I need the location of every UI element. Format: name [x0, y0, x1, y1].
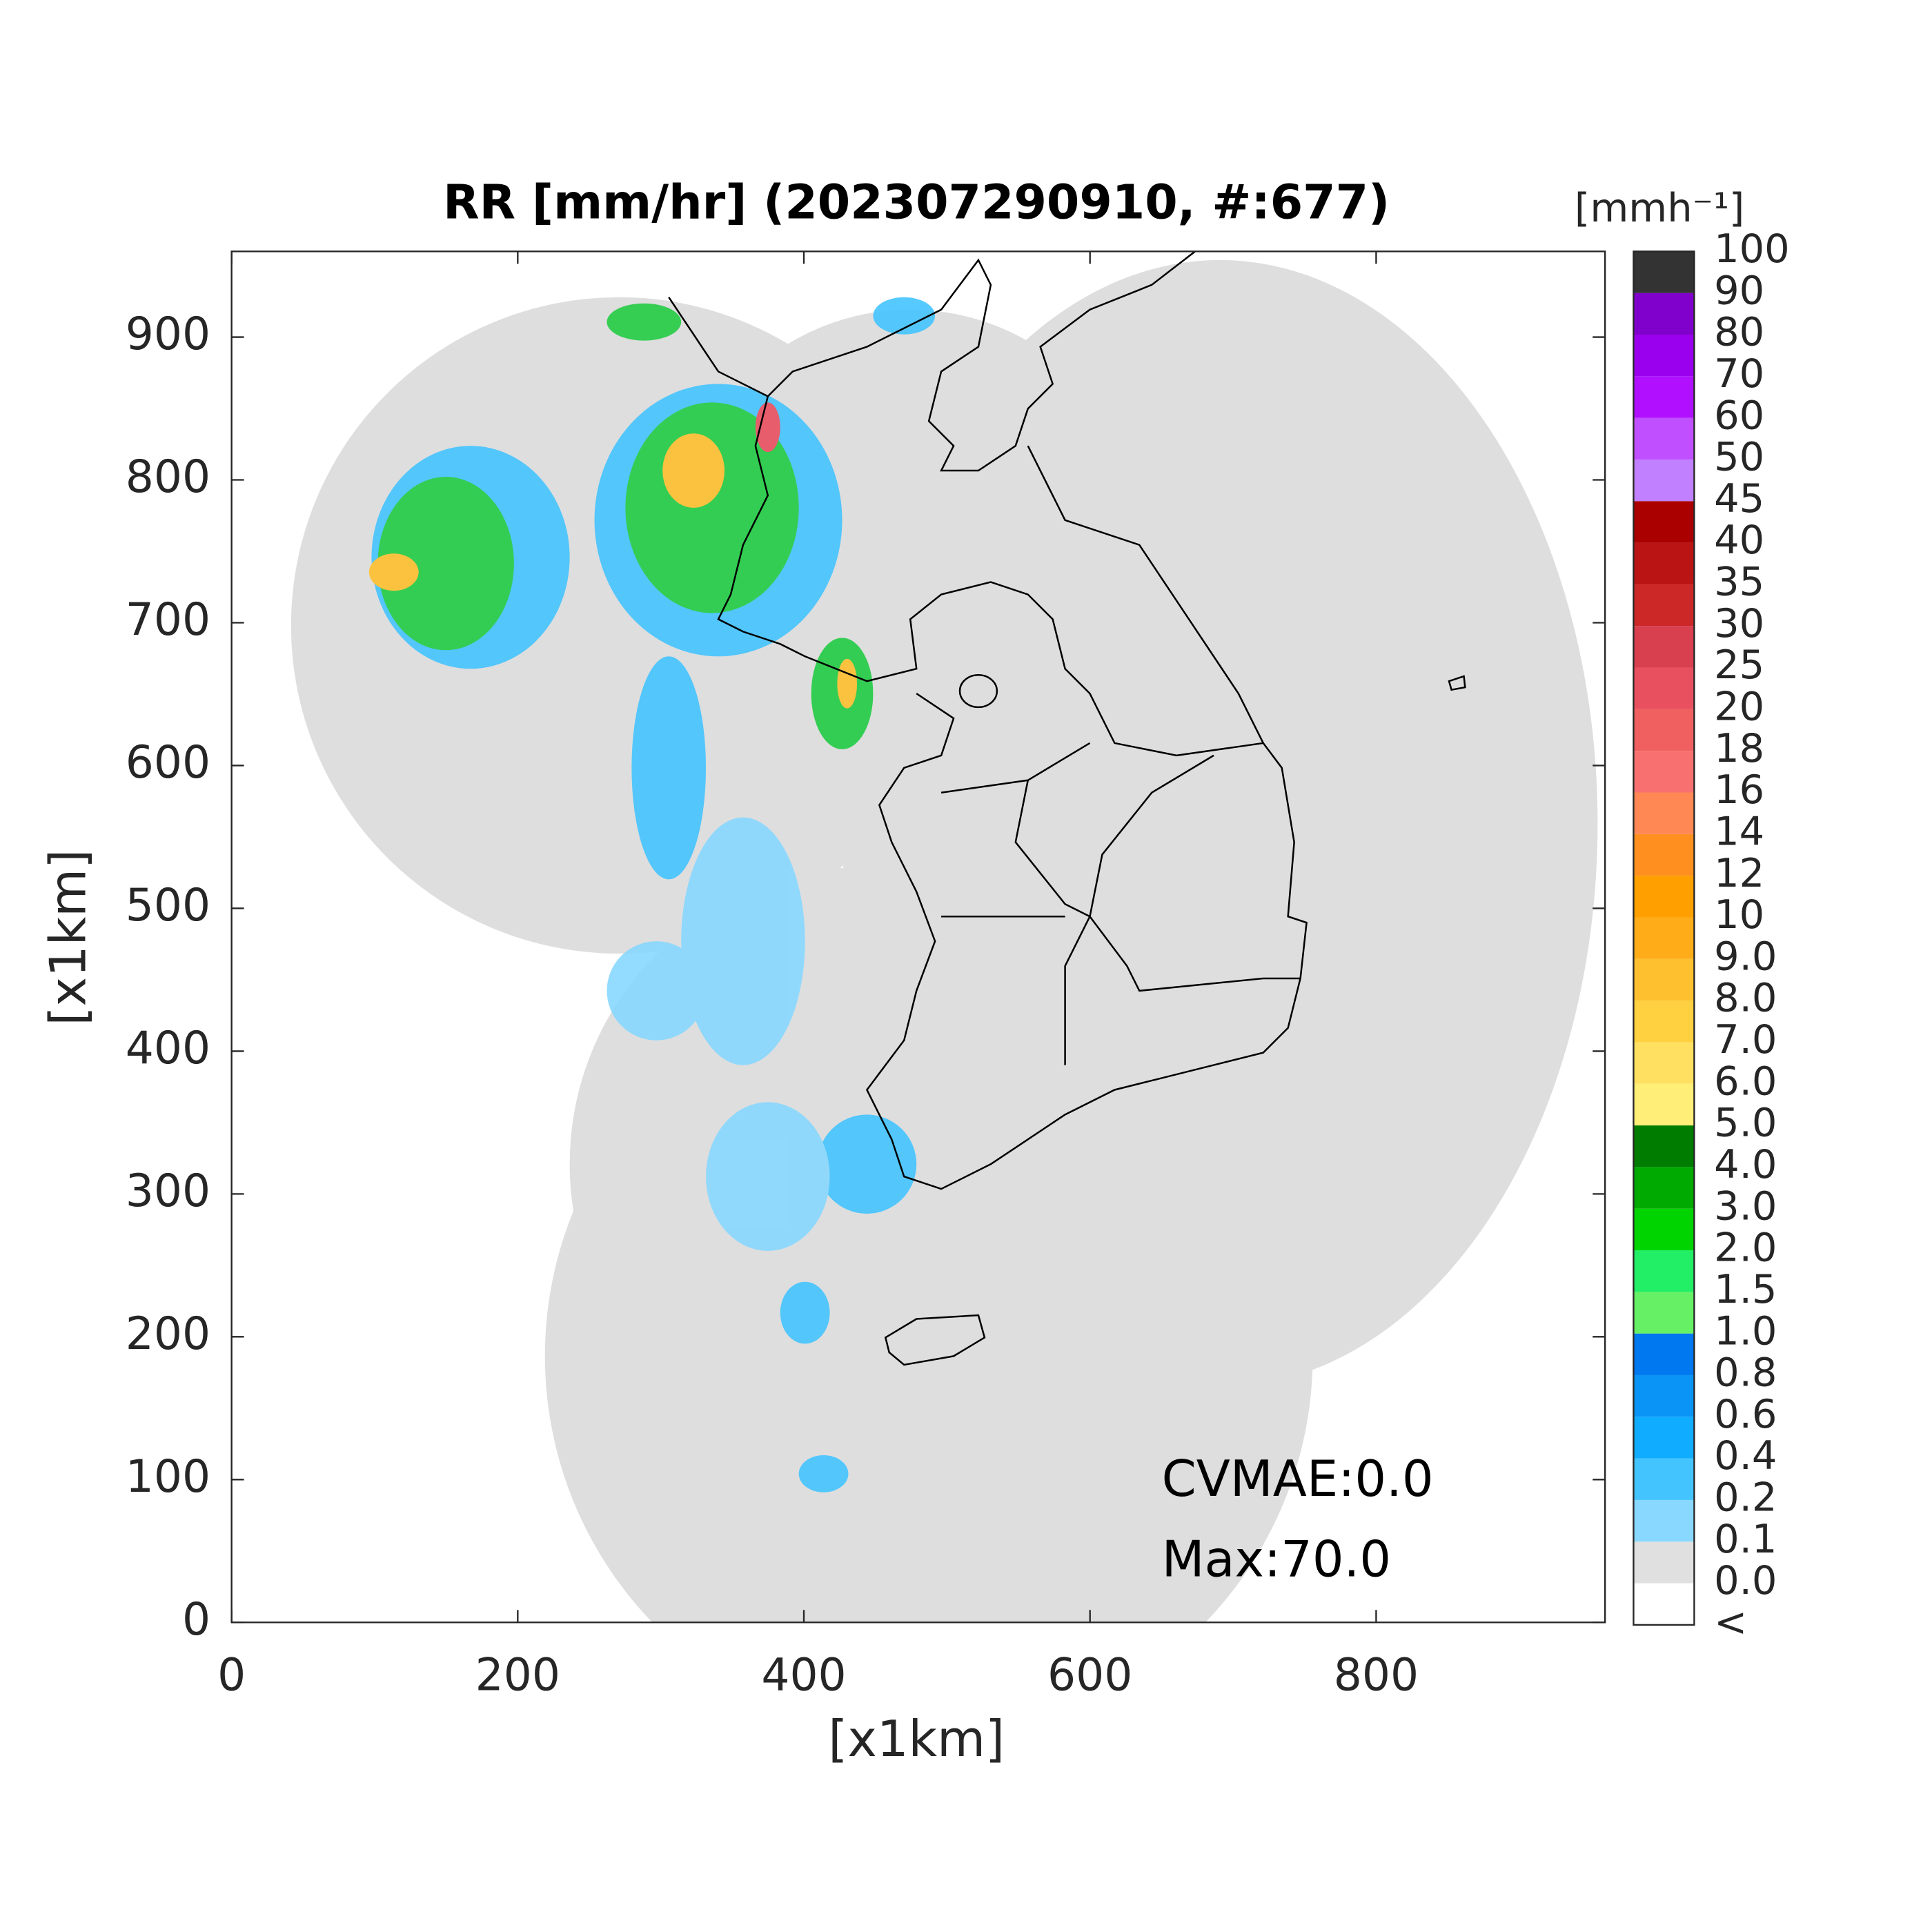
y-tick-label: 600 [126, 737, 210, 789]
colorbar-box [1633, 792, 1695, 834]
colorbar-box [1633, 709, 1695, 751]
colorbar-label: 4.0 [1714, 1141, 1777, 1187]
colorbar-box [1633, 293, 1695, 335]
y-tick-label: 900 [126, 308, 210, 360]
colorbar-box [1633, 542, 1695, 584]
colorbar-box [1633, 1374, 1695, 1417]
colorbar-label: 9.0 [1714, 933, 1777, 979]
colorbar-box [1633, 501, 1695, 543]
colorbar-label: 25 [1714, 642, 1764, 688]
colorbar-unit: [mmh⁻¹] [1575, 185, 1744, 231]
plot-frame [230, 250, 1606, 1624]
colorbar-label: 0.6 [1714, 1391, 1777, 1437]
colorbar-box [1633, 1541, 1695, 1584]
colorbar-label: 12 [1714, 850, 1764, 896]
x-tick-label: 0 [217, 1650, 246, 1702]
x-tick-label: 800 [1334, 1650, 1419, 1702]
colorbar-label: 3.0 [1714, 1183, 1777, 1229]
colorbar-label: 0.0 [1714, 1557, 1777, 1604]
x-tick-label: 600 [1047, 1650, 1132, 1702]
colorbar-box [1633, 251, 1695, 293]
colorbar-box [1633, 1167, 1695, 1209]
annotation: CVMAE:0.0 [1162, 1450, 1434, 1508]
colorbar-label: 100 [1714, 226, 1790, 272]
colorbar-box [1633, 1333, 1695, 1375]
colorbar-box [1633, 1083, 1695, 1126]
y-tick-label: 200 [126, 1308, 210, 1360]
colorbar-label: 40 [1714, 517, 1764, 563]
colorbar-label: 0.2 [1714, 1475, 1777, 1521]
colorbar-label: 30 [1714, 600, 1764, 647]
title: RR [mm/hr] (202307290910, #:677) [443, 175, 1390, 230]
colorbar-label: 18 [1714, 725, 1764, 771]
colorbar-label: 14 [1714, 808, 1764, 854]
y-tick-label: 100 [126, 1451, 210, 1503]
colorbar-box [1633, 417, 1695, 460]
colorbar-label: 2.0 [1714, 1225, 1777, 1271]
colorbar-label: 90 [1714, 267, 1764, 313]
y-tick-label: 0 [182, 1594, 210, 1646]
colorbar-label: 5.0 [1714, 1100, 1777, 1146]
colorbar-box [1633, 751, 1695, 793]
axes: 0 200 400 600 800 0 100 200 300 400 500 600 700 800 90… [126, 251, 1606, 1702]
colorbar-box [1633, 876, 1695, 918]
colorbar-box [1633, 626, 1695, 668]
rain-echo [368, 297, 936, 1492]
colorbar-label: 0.4 [1714, 1432, 1777, 1479]
colorbar-label: 7.0 [1714, 1016, 1777, 1063]
x-tick-label: 200 [475, 1650, 560, 1702]
colorbar-box [1633, 1458, 1695, 1500]
colorbar-box [1633, 1583, 1695, 1625]
annotation: Max:70.0 [1162, 1530, 1391, 1588]
y-tick-label: 700 [126, 594, 210, 646]
colorbar-label: 50 [1714, 434, 1764, 480]
colorbar-label: 0.1 [1714, 1516, 1777, 1562]
colorbar-label: 70 [1714, 351, 1764, 397]
colorbar-box [1633, 1042, 1695, 1084]
colorbar-box [1633, 1417, 1695, 1459]
colorbar: <0.00.10.20.40.60.81.01.52.03.04.05.06.0… [1633, 226, 1790, 1645]
colorbar-label: 1.0 [1714, 1308, 1777, 1354]
coastline [668, 251, 1466, 1366]
colorbar-box [1633, 1250, 1695, 1292]
y-tick-label: 800 [126, 451, 210, 503]
x-axis-label: [x1km] [828, 1710, 1005, 1768]
radar-map [290, 251, 1598, 1623]
colorbar-frame [1633, 250, 1695, 1626]
y-axis-label: [x1km] [39, 849, 97, 1026]
colorbar-label: 45 [1714, 475, 1764, 522]
colorbar-box [1633, 1499, 1695, 1542]
colorbar-box [1633, 834, 1695, 876]
colorbar-box [1633, 1125, 1695, 1167]
colorbar-box [1633, 1292, 1695, 1334]
colorbar-box [1633, 917, 1695, 959]
colorbar-box [1633, 376, 1695, 418]
colorbar-label: 8.0 [1714, 975, 1777, 1021]
x-tick-label: 400 [761, 1650, 846, 1702]
colorbar-box [1633, 334, 1695, 377]
colorbar-label: 60 [1714, 392, 1764, 438]
y-tick-label: 300 [126, 1165, 210, 1217]
colorbar-box [1633, 1000, 1695, 1043]
y-tick-label: 400 [126, 1023, 210, 1074]
colorbar-box [1633, 1208, 1695, 1251]
colorbar-label: 35 [1714, 559, 1764, 605]
colorbar-box [1633, 459, 1695, 502]
y-tick-label: 500 [126, 880, 210, 931]
colorbar-label: 1.5 [1714, 1266, 1777, 1312]
colorbar-box [1633, 958, 1695, 1001]
colorbar-label: 6.0 [1714, 1058, 1777, 1104]
colorbar-label: 16 [1714, 767, 1764, 813]
colorbar-label: < [1714, 1599, 1747, 1645]
colorbar-label: 10 [1714, 891, 1764, 938]
colorbar-label: 0.8 [1714, 1350, 1777, 1396]
colorbar-label: 80 [1714, 309, 1764, 355]
colorbar-box [1633, 667, 1695, 709]
colorbar-box [1633, 584, 1695, 627]
colorbar-label: 20 [1714, 683, 1764, 729]
